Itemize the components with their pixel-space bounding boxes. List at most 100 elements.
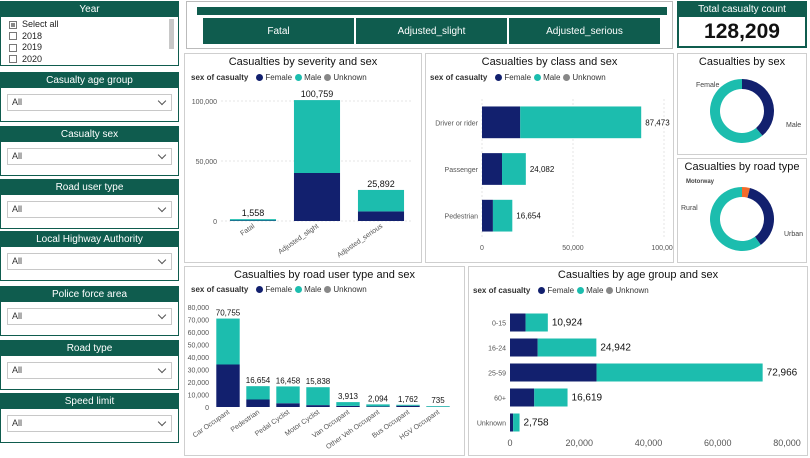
road-type-dropdown[interactable]: All [7,362,172,379]
age-group-slicer: Casualty age group All [0,72,179,122]
bar-segment-male[interactable] [306,387,330,406]
bar-segment-male[interactable] [216,318,240,365]
y-tick-label: 0 [213,219,217,226]
legend-male[interactable]: Male [304,73,322,82]
bar-segment-female[interactable] [336,405,360,407]
bar-segment-female[interactable] [510,388,535,407]
road-user-dropdown[interactable]: All [7,201,172,218]
bar-segment-female[interactable] [246,399,270,408]
bar-segment-male[interactable] [246,386,270,400]
bar-segment-male[interactable] [336,402,360,406]
legend-unknown[interactable]: Unknown [615,286,649,295]
donut-slice-urban[interactable] [710,187,761,251]
speed-dropdown[interactable]: All [7,415,172,432]
bar-segment-male[interactable] [426,406,450,407]
adjusted-serious-button[interactable]: Adjusted_serious [508,17,661,45]
legend-female[interactable]: Female [504,73,532,82]
data-label: 3,913 [338,392,359,401]
legend-female[interactable]: Female [265,73,293,82]
chart-legend: sex of casualty Female Male Unknown [191,73,367,82]
bar-segment-female[interactable] [293,173,341,221]
donut-slice-male[interactable] [710,79,763,143]
bar-segment-female[interactable] [510,313,526,332]
bar-segment-male[interactable] [596,363,763,382]
data-label: 24,942 [600,343,631,354]
checkbox-icon[interactable] [9,20,17,29]
y-tick-label: 40,000 [188,355,210,362]
dropdown-value: All [12,365,23,375]
bar-segment-female[interactable] [396,405,420,407]
bar-segment-male[interactable] [513,413,520,432]
donut-slice-female[interactable] [742,79,774,136]
slice-label: Motorway [686,179,715,185]
year-scrollbar[interactable] [169,19,174,49]
bar-segment-female[interactable] [216,364,240,408]
bar-segment-female[interactable] [306,405,330,407]
x-tick-label: 100,000 [651,245,673,252]
highway-dropdown[interactable]: All [7,253,172,270]
bar-segment-female[interactable] [510,413,514,432]
legend-male[interactable]: Male [543,73,561,82]
bar-segment-male[interactable] [502,153,526,185]
bar-segment-female[interactable] [510,338,538,357]
bar-segment-female[interactable] [482,106,521,139]
bar-segment-male[interactable] [293,100,341,173]
legend-unknown[interactable]: Unknown [333,285,367,294]
data-label: 16,654 [246,376,271,385]
legend-male-icon [534,74,542,81]
year-option-2020[interactable]: 2020 [9,54,178,66]
data-label: 2,094 [368,394,389,403]
bar-segment-female[interactable] [276,403,300,407]
sex-dropdown[interactable]: All [7,148,172,165]
bar-segment-female[interactable] [482,199,493,232]
y-tick-label: Driver or rider [435,120,478,127]
bar-segment-female[interactable] [510,363,597,382]
bar-segment-male[interactable] [229,219,277,221]
bar-segment-male[interactable] [276,386,300,404]
legend-unknown[interactable]: Unknown [572,73,606,82]
legend-female[interactable]: Female [265,285,293,294]
donut-slice-motorway[interactable] [742,187,750,198]
total-casualty-card: Total casualty count 128,209 [677,1,807,48]
legend-label: sex of casualty [473,286,531,295]
bar-segment-female[interactable] [366,406,390,407]
bar-segment-male[interactable] [534,388,568,407]
bar-segment-male[interactable] [520,106,642,139]
x-tick-label: 40,000 [635,438,663,448]
chart-title: Casualties by class and sex [481,56,618,68]
bar-segment-male[interactable] [537,338,597,357]
year-list: Select all 2018 2019 2020 [1,17,178,65]
bar-segment-male[interactable] [492,199,513,232]
bar-segment-female[interactable] [357,211,405,221]
road-type-slicer: Road type All [0,340,179,390]
legend-female[interactable]: Female [547,286,575,295]
x-tick-label: 60,000 [704,438,732,448]
bar-segment-female[interactable] [482,153,503,185]
year-slicer-title: Year [1,2,178,17]
checkbox-icon[interactable] [9,43,17,52]
adjusted-slight-button[interactable]: Adjusted_slight [355,17,508,45]
fatal-button[interactable]: Fatal [202,17,355,45]
year-option-2019[interactable]: 2019 [9,42,178,54]
donut-slice-rural[interactable] [747,188,774,245]
age-group-dropdown[interactable]: All [7,94,172,111]
legend-unknown[interactable]: Unknown [333,73,367,82]
y-tick-label: Unknown [477,421,506,428]
agegroup-chart-panel: Casualties by age group and sex sex of c… [468,266,808,456]
speed-slicer: Speed limit All [0,393,179,443]
year-option-select-all[interactable]: Select all [9,19,178,31]
legend-male[interactable]: Male [304,285,322,294]
bar-segment-male[interactable] [366,404,390,407]
legend-male[interactable]: Male [586,286,604,295]
x-tick-label: 0 [507,438,512,448]
bar-segment-male[interactable] [396,404,420,406]
bar-segment-male[interactable] [525,313,548,332]
bar-segment-male[interactable] [357,189,405,212]
police-dropdown[interactable]: All [7,308,172,325]
year-option-2018[interactable]: 2018 [9,31,178,43]
chart-title: Casualties by severity and sex [228,56,378,68]
y-tick-label: Pedestrian [445,214,479,221]
data-label: 100,759 [301,89,334,99]
checkbox-icon[interactable] [9,32,17,41]
checkbox-icon[interactable] [9,55,17,64]
